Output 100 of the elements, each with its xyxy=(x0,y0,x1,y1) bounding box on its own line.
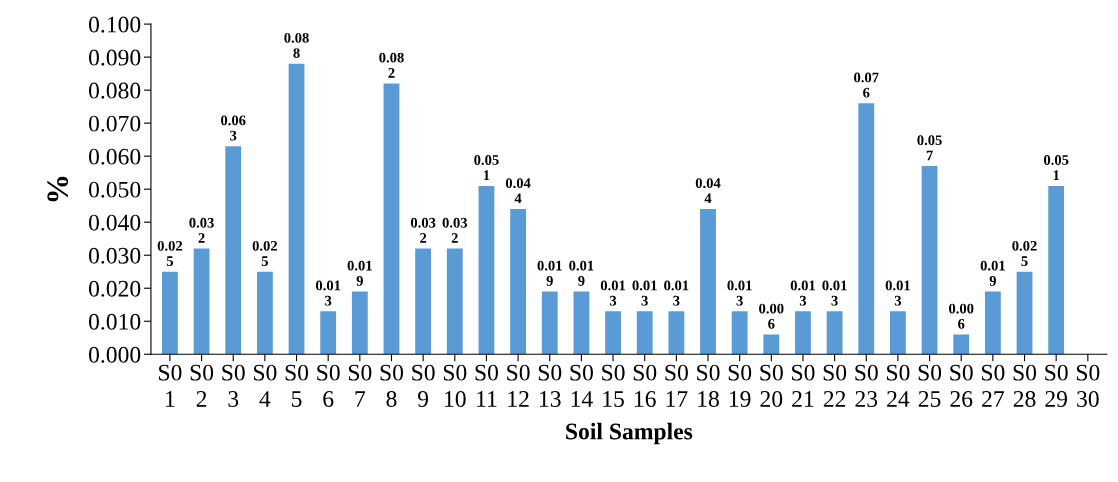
x-tick-label: S0 13 xyxy=(538,364,562,407)
data-label: 0.08 8 xyxy=(284,32,309,58)
data-label: 0.03 2 xyxy=(189,217,214,243)
bar xyxy=(162,271,178,355)
y-tick-label: 0.100 xyxy=(88,16,141,33)
data-label: 0.01 9 xyxy=(537,260,562,286)
x-tick-label: S0 16 xyxy=(633,364,657,407)
bar xyxy=(1016,271,1033,355)
x-tick-label: S0 11 xyxy=(475,364,499,407)
y-axis-title: % xyxy=(47,176,69,202)
bar xyxy=(605,311,621,355)
y-tick-label: 0.000 xyxy=(88,346,141,363)
x-tick-label: S0 12 xyxy=(507,364,530,407)
bar xyxy=(351,291,368,355)
bar xyxy=(763,334,780,355)
data-label: 0.01 9 xyxy=(569,260,594,286)
x-tick-label: S0 2 xyxy=(190,364,214,407)
data-label: 0.05 1 xyxy=(474,155,499,180)
bar xyxy=(795,311,811,355)
bar xyxy=(700,209,716,355)
x-axis-title: Soil Samples xyxy=(566,422,693,445)
y-tick-label: 0.070 xyxy=(88,115,141,132)
bar xyxy=(541,291,558,355)
data-label: 0.02 5 xyxy=(1012,240,1037,266)
bar xyxy=(1048,185,1065,355)
y-tick-label: 0.020 xyxy=(88,280,141,297)
bar xyxy=(573,291,590,355)
bar xyxy=(953,334,970,355)
data-label: 0.00 6 xyxy=(759,303,784,329)
data-label: 0.05 1 xyxy=(1043,155,1069,180)
data-label: 0.06 3 xyxy=(221,115,246,141)
x-tick-label: S0 25 xyxy=(918,364,942,407)
x-tick-label: S0 14 xyxy=(570,364,593,407)
data-label: 0.00 6 xyxy=(949,303,974,329)
data-label: 0.07 6 xyxy=(854,72,879,98)
bar xyxy=(636,311,653,355)
data-label: 0.01 3 xyxy=(315,280,341,306)
x-tick-label: S0 21 xyxy=(792,364,815,407)
data-label: 0.03 2 xyxy=(442,217,468,243)
x-tick-label: S0 22 xyxy=(823,364,847,407)
x-tick-label: S0 30 xyxy=(1076,364,1100,407)
bar xyxy=(383,83,400,355)
bar xyxy=(446,248,463,355)
y-tick-label: 0.060 xyxy=(88,148,141,165)
bar xyxy=(858,103,875,355)
y-tick-label: 0.080 xyxy=(88,82,141,99)
y-tick-label: 0.030 xyxy=(88,247,141,264)
x-tick-label: S0 24 xyxy=(887,364,910,407)
x-tick-label: S0 4 xyxy=(253,364,277,407)
bar xyxy=(984,291,1001,355)
x-tick-label: S0 6 xyxy=(317,364,340,407)
x-tick-label: S0 9 xyxy=(412,364,435,407)
data-label: 0.01 3 xyxy=(885,280,910,306)
bar xyxy=(415,248,432,355)
data-label: 0.03 2 xyxy=(410,217,436,243)
x-tick-label: S0 23 xyxy=(855,364,878,407)
x-tick-label: S0 7 xyxy=(348,364,372,407)
data-label: 0.01 9 xyxy=(980,260,1005,286)
data-label: 0.01 3 xyxy=(664,280,689,306)
data-label: 0.01 3 xyxy=(600,280,626,306)
x-tick-label: S0 8 xyxy=(380,364,404,407)
bar xyxy=(731,311,748,355)
bar xyxy=(668,311,685,355)
x-tick-label: S0 5 xyxy=(285,364,309,407)
x-tick-label: S0 29 xyxy=(1045,364,1068,407)
data-label: 0.01 3 xyxy=(632,280,657,306)
y-tick-label: 0.010 xyxy=(88,313,141,330)
y-tick-label: 0.090 xyxy=(88,49,141,66)
bar xyxy=(320,311,337,355)
data-label: 0.02 5 xyxy=(157,240,183,266)
data-label: 0.08 2 xyxy=(379,52,404,78)
bar xyxy=(256,271,273,355)
x-tick-label: S0 3 xyxy=(222,364,245,407)
y-tick-label: 0.040 xyxy=(88,214,141,231)
x-tick-label: S0 17 xyxy=(665,364,688,407)
data-label: 0.01 9 xyxy=(347,260,372,286)
bar xyxy=(288,63,305,355)
bar xyxy=(510,209,527,355)
bar xyxy=(225,146,242,355)
x-tick-label: S0 18 xyxy=(697,364,720,407)
x-tick-label: S0 19 xyxy=(728,364,752,407)
x-tick-label: S0 10 xyxy=(443,364,467,407)
data-label: 0.02 5 xyxy=(252,240,278,266)
data-label: 0.01 3 xyxy=(822,280,847,306)
data-label: 0.04 4 xyxy=(695,178,721,204)
bar xyxy=(826,311,843,355)
x-tick-label: S0 26 xyxy=(950,364,973,407)
y-tick-label: 0.050 xyxy=(88,181,141,198)
data-label: 0.04 4 xyxy=(505,178,531,204)
data-label: 0.01 3 xyxy=(727,280,752,306)
data-label: 0.05 7 xyxy=(917,135,942,161)
x-tick-label: S0 27 xyxy=(981,364,1005,407)
x-tick-label: S0 20 xyxy=(760,364,783,407)
x-tick-label: S0 1 xyxy=(159,364,182,407)
bar xyxy=(478,185,495,355)
x-tick-label: S0 28 xyxy=(1013,364,1037,407)
bar xyxy=(890,311,906,355)
data-label: 0.01 3 xyxy=(790,280,815,306)
bar xyxy=(921,166,938,355)
x-tick-label: S0 15 xyxy=(602,364,625,407)
